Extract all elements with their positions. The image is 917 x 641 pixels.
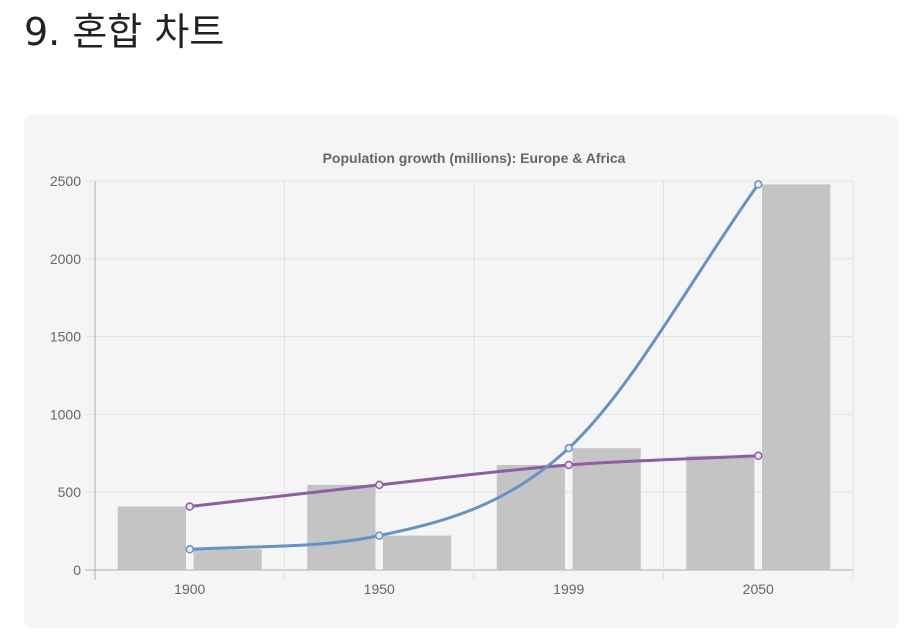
page-title: 9. 혼합 차트 xyxy=(24,10,225,54)
bar-1-1900 xyxy=(193,549,262,570)
bar-1-1999 xyxy=(572,448,641,570)
mixed-chart: Population growth (millions): Europe & A… xyxy=(50,150,854,597)
bar-0-1900 xyxy=(117,506,186,570)
bar-1-1950 xyxy=(383,535,452,570)
bar-layer xyxy=(117,184,831,570)
line-point-0-1900[interactable] xyxy=(185,502,194,511)
line-point-1-1999[interactable] xyxy=(564,443,573,453)
x-tick-label: 1999 xyxy=(553,581,584,597)
line-point-0-1950[interactable] xyxy=(375,480,384,490)
y-tick-label: 2000 xyxy=(50,251,81,267)
x-tick-label: 1900 xyxy=(174,581,205,597)
x-tick-label: 2050 xyxy=(743,581,774,597)
x-tick-label: 1950 xyxy=(364,581,395,597)
line-series-0 xyxy=(189,454,759,509)
bar-1-2050 xyxy=(762,184,831,570)
line-layer xyxy=(189,183,760,551)
y-tick-label: 2500 xyxy=(50,173,81,189)
line-point-1-2050[interactable] xyxy=(754,180,763,189)
chart-card: Population growth (millions): Europe & A… xyxy=(24,115,899,628)
y-tick-label: 500 xyxy=(58,484,82,500)
line-point-0-1999[interactable] xyxy=(564,460,573,470)
y-tick-label: 1500 xyxy=(50,329,81,345)
bar-0-2050 xyxy=(686,455,755,570)
y-tick-label: 1000 xyxy=(50,406,81,422)
bar-0-1950 xyxy=(307,484,376,570)
line-point-0-2050[interactable] xyxy=(754,451,763,461)
line-point-1-1900[interactable] xyxy=(185,545,194,554)
grid-layer xyxy=(85,180,854,580)
bar-0-1999 xyxy=(496,464,565,570)
point-layer xyxy=(185,180,763,554)
y-tick-label: 0 xyxy=(73,562,81,578)
line-point-1-1950[interactable] xyxy=(375,531,384,540)
line-series-1 xyxy=(189,183,760,551)
chart-title: Population growth (millions): Europe & A… xyxy=(323,150,626,166)
axis-label-layer: 0 500 1000 1500 2000 2500 1900 1950 1999 2050 xyxy=(50,173,774,597)
